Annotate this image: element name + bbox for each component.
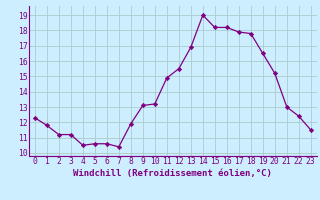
X-axis label: Windchill (Refroidissement éolien,°C): Windchill (Refroidissement éolien,°C) — [73, 169, 272, 178]
